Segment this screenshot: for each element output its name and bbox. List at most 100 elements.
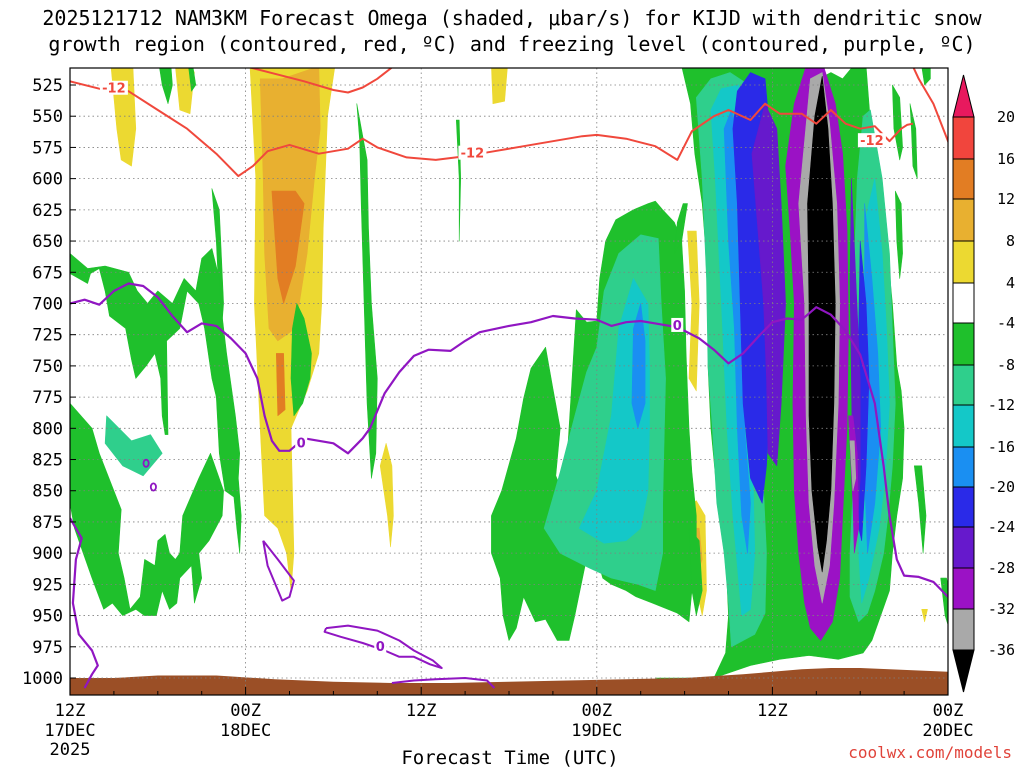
colorbar-swatch [952,198,975,242]
freezing-contour-island [323,624,443,669]
omega-region [751,103,786,467]
colorbar-swatch [952,364,975,406]
omega-region [688,527,703,616]
snow-growth-label-bg [458,145,487,160]
y-tick-label: 975 [32,638,63,658]
omega-region [455,119,462,242]
colorbar-label: -36 [988,641,1015,659]
colorbar-swatch [952,526,975,569]
colorbar-swatch [952,404,975,448]
snow-growth-contour [912,68,948,144]
snow-growth-label-bg [99,80,128,95]
x-tick-label: 17DEC [44,721,95,741]
freezing-contour-island [391,677,496,689]
colorbar-label: -32 [988,600,1015,618]
x-tick-label: 00Z [230,701,261,721]
omega-region [175,68,195,114]
x-tick-label: 20DEC [922,721,973,741]
freezing-label-bg [671,317,684,332]
omega-region [849,440,857,492]
omega-region [687,230,700,392]
y-tick-label: 825 [32,451,63,471]
colorbar-swatch [952,116,975,160]
snow-growth-label: -12 [461,147,485,162]
y-tick-label: 700 [32,294,63,314]
colorbar-swatch [952,446,975,488]
colorbar-swatch [952,486,975,528]
freezing-contour-dot [149,482,157,492]
y-tick-label: 850 [32,482,63,502]
y-tick-label: 575 [32,138,63,158]
terrain-polygon [70,668,948,695]
freezing-contour-dot [142,458,150,468]
y-tick-label: 650 [32,232,63,252]
colorbar-cap-bottom [952,649,975,693]
x-tick-label: 18DEC [220,721,271,741]
freezing-label: 0 [376,640,385,655]
omega-region [894,190,903,279]
colorbar-label: -20 [988,478,1015,496]
y-tick-label: 550 [32,107,63,127]
colorbar: 20 16 12 8 4 -4 -8 -12 -16 -20 -24 -28 -32 -36 [952,74,1015,693]
omega-region [271,190,305,304]
freezing-contour-island [262,540,295,602]
y-tick-label: 600 [32,170,63,190]
omega-region [892,84,903,161]
colorbar-swatch [952,158,975,200]
omega-region [913,465,927,554]
x-tick-label: 2025 [50,740,91,760]
omega-region [70,402,224,616]
omega-region [578,278,650,544]
snow-growth-label-bg [857,133,886,148]
omega-region [379,442,394,548]
omega-region [491,68,508,104]
colorbar-label: 8 [1006,232,1015,250]
omega-region [188,68,197,92]
y-tick-label: 775 [32,388,63,408]
x-tick-label: 19DEC [571,721,622,741]
colorbar-label: -4 [997,314,1015,332]
freezing-contour [70,517,99,689]
omega-region [70,248,242,554]
omega-region [909,103,918,179]
y-tick-label: 800 [32,419,63,439]
chart-title-line1: 2025121712 NAM3KM Forecast Omega (shaded… [42,6,982,30]
x-tick-label: 12Z [757,701,788,721]
omega-shading [70,68,948,681]
omega-region [356,103,378,479]
y-tick-label: 725 [32,326,63,346]
snow-growth-label: -12 [860,134,884,149]
x-tick-label: 00Z [581,701,612,721]
freezing-label-bg [295,435,308,450]
colorbar-label: 16 [997,150,1015,168]
y-tick-label: 675 [32,263,63,283]
y-tick-label: 750 [32,357,63,377]
plot-frame [69,67,949,696]
colorbar-label: -16 [988,438,1015,456]
colorbar-label: -12 [988,396,1015,414]
colorbar-swatch [952,567,975,610]
y-axis: 525 550 575 600 625 650 675 700 725 750 775 800 825 8… [22,76,76,689]
terrain-fill [70,668,948,695]
colorbar-swatch [952,322,975,366]
snow-growth-contour [70,80,914,178]
credit-link[interactable]: coolwx.com/models [848,743,1012,762]
freezing-label: 0 [673,319,682,334]
omega-region [104,415,163,477]
chart-title-line2: growth region (contoured, red, ºC) and f… [48,32,975,56]
colorbar-swatch [952,608,975,651]
x-tick-label: 12Z [406,701,437,721]
colorbar-swatch [952,282,975,324]
y-tick-label: 875 [32,513,63,533]
y-tick-label: 1000 [22,669,63,689]
y-tick-label: 950 [32,607,63,627]
colorbar-label: -8 [997,356,1015,374]
colorbar-label: 12 [997,190,1015,208]
freezing-label-bg [374,638,387,653]
x-tick-label: 00Z [933,701,964,721]
snow-growth-contour [248,68,396,94]
snow-growth-label: -12 [102,82,126,97]
